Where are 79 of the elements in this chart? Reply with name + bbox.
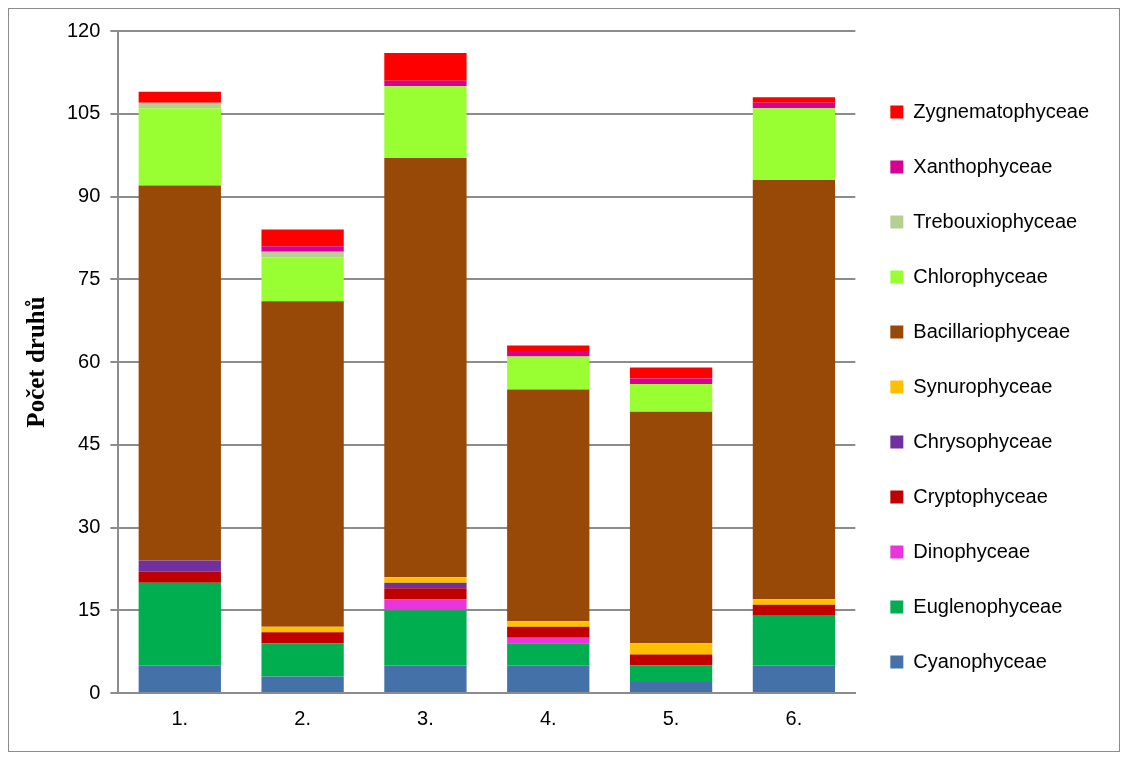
bar [138,571,221,583]
bar [752,615,836,666]
x-tick-label: 2. [294,706,311,729]
bar [138,185,221,561]
legend-label: Zygnematophyceae [913,99,1090,122]
bar [261,632,344,644]
y-tick-label: 0 [89,680,101,703]
legend-label: Bacillariophyceae [913,319,1071,342]
y-tick-label: 90 [78,184,101,207]
bar [261,246,344,252]
legend-label: Euglenophyceae [913,594,1063,617]
bar [261,626,344,633]
x-tick-label: 4. [539,706,557,729]
x-tick-label: 3. [417,706,434,729]
legend-label: Dinophyceae [913,539,1031,562]
bar [629,384,713,412]
bar [507,356,590,390]
bar [629,643,713,655]
x-tick-label: 1. [171,706,189,729]
bar [261,257,344,302]
bar [507,350,590,357]
y-tick-label: 120 [66,18,101,41]
bar [138,665,221,692]
bar [752,665,836,692]
bar [507,345,590,351]
bar [507,621,590,627]
bar [507,626,590,638]
bar [138,582,221,666]
bar [507,389,590,622]
bar [752,599,836,605]
bar [384,588,467,600]
y-tick-label: 75 [78,266,101,289]
legend-label: Chrysophyceae [913,429,1053,452]
legend-label: Trebouxiophyceae [913,209,1078,232]
bar [629,665,713,682]
x-tick-label: 5. [662,706,680,729]
bar [261,251,344,258]
bar [138,560,221,572]
bar [261,676,344,692]
bar [384,610,467,666]
bar [629,367,713,379]
y-tick-label: 60 [78,349,101,372]
bar [384,53,467,81]
y-tick-label: 30 [78,515,101,538]
bar [752,179,836,600]
bar [384,577,467,583]
y-axis-title: Počet druhů [22,296,50,428]
bar [384,157,467,578]
bar [752,102,836,109]
bar [384,599,467,611]
bar [752,97,836,103]
bar [629,681,713,692]
bar [384,80,467,87]
x-tick-label: 6. [785,706,803,729]
legend-label: Chlorophyceae [913,264,1048,287]
y-tick-label: 45 [78,432,101,455]
bar [384,665,467,692]
bar [384,86,467,158]
bar [629,411,713,644]
bar [261,229,344,247]
bar [507,637,590,644]
bar [629,654,713,666]
bar [752,108,836,180]
bar [507,665,590,692]
bar [138,91,221,103]
legend-label: Cyanophyceae [913,649,1047,672]
bar [138,102,221,109]
y-tick-label: 15 [78,597,101,620]
bar [507,643,590,666]
bar [138,108,221,186]
legend-label: Synurophyceae [913,374,1053,397]
legend-label: Xanthophyceae [913,154,1053,177]
bar [752,604,836,616]
bar [261,301,344,627]
bar [629,378,713,385]
y-tick-label: 105 [66,101,101,124]
bar [261,643,344,677]
bar [384,582,467,589]
legend-label: Cryptophyceae [913,484,1048,507]
